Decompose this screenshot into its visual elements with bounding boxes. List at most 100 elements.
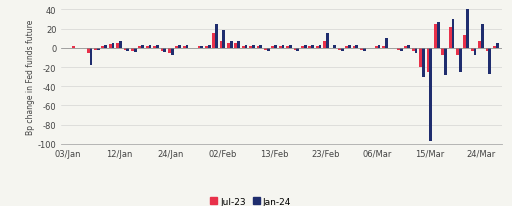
Bar [478,42,481,49]
Bar [138,47,141,49]
Bar [449,28,452,49]
Bar [323,42,326,49]
Bar [257,47,260,49]
Bar [382,47,385,49]
Bar [437,23,440,49]
Bar [375,47,378,49]
Bar [407,46,410,49]
Bar [348,46,351,49]
Bar [87,49,90,53]
Bar [282,46,284,49]
Bar [161,49,163,52]
Bar [252,46,255,49]
Bar [456,49,459,56]
Bar [412,49,415,52]
Bar [308,47,311,49]
Bar [304,46,307,49]
Bar [459,49,462,73]
Y-axis label: Bp change in Fed funds future: Bp change in Fed funds future [26,20,35,135]
Bar [178,46,181,49]
Bar [141,46,144,49]
Bar [466,10,469,49]
Bar [237,42,240,49]
Bar [422,49,425,77]
Bar [355,46,358,49]
Bar [267,49,270,52]
Bar [104,46,107,49]
Bar [94,49,97,50]
Bar [208,46,210,49]
Bar [200,47,203,49]
Bar [234,44,237,49]
Bar [271,47,274,49]
Bar [123,49,126,50]
Bar [134,49,137,52]
Bar [415,49,417,53]
Bar [264,49,267,50]
Bar [301,47,304,49]
Bar [430,49,432,141]
Bar [441,49,444,56]
Bar [404,47,407,49]
Bar [444,49,447,75]
Bar [146,47,148,49]
Bar [126,49,129,52]
Legend: Jul-23, Jan-24: Jul-23, Jan-24 [207,193,295,206]
Bar [496,44,499,49]
Bar [260,46,262,49]
Bar [463,36,466,49]
Bar [340,49,344,52]
Bar [116,44,119,49]
Bar [296,49,299,52]
Bar [148,46,152,49]
Bar [434,25,437,49]
Bar [360,49,363,50]
Bar [486,49,488,52]
Bar [168,49,171,53]
Bar [493,47,496,49]
Bar [230,42,232,49]
Bar [90,49,92,66]
Bar [274,46,277,49]
Bar [227,44,230,49]
Bar [171,49,174,55]
Bar [481,25,484,49]
Bar [279,47,282,49]
Bar [245,46,247,49]
Bar [353,47,355,49]
Bar [311,46,314,49]
Bar [215,25,218,49]
Bar [109,45,112,49]
Bar [400,49,402,52]
Bar [333,46,336,49]
Bar [286,47,289,49]
Bar [185,46,188,49]
Bar [112,44,115,49]
Bar [289,46,292,49]
Bar [318,46,322,49]
Bar [220,42,223,49]
Bar [131,49,134,52]
Bar [452,20,454,49]
Bar [471,49,474,52]
Bar [119,42,122,49]
Bar [419,49,422,68]
Bar [156,46,159,49]
Bar [326,34,329,49]
Bar [223,31,225,49]
Bar [163,49,166,52]
Bar [101,47,104,49]
Bar [378,46,380,49]
Bar [345,47,348,49]
Bar [72,47,75,49]
Bar [249,47,252,49]
Bar [97,49,100,50]
Bar [488,49,492,74]
Bar [474,49,477,55]
Bar [242,47,245,49]
Bar [176,47,178,49]
Bar [338,49,340,50]
Bar [212,34,215,49]
Bar [183,47,185,49]
Bar [205,47,208,49]
